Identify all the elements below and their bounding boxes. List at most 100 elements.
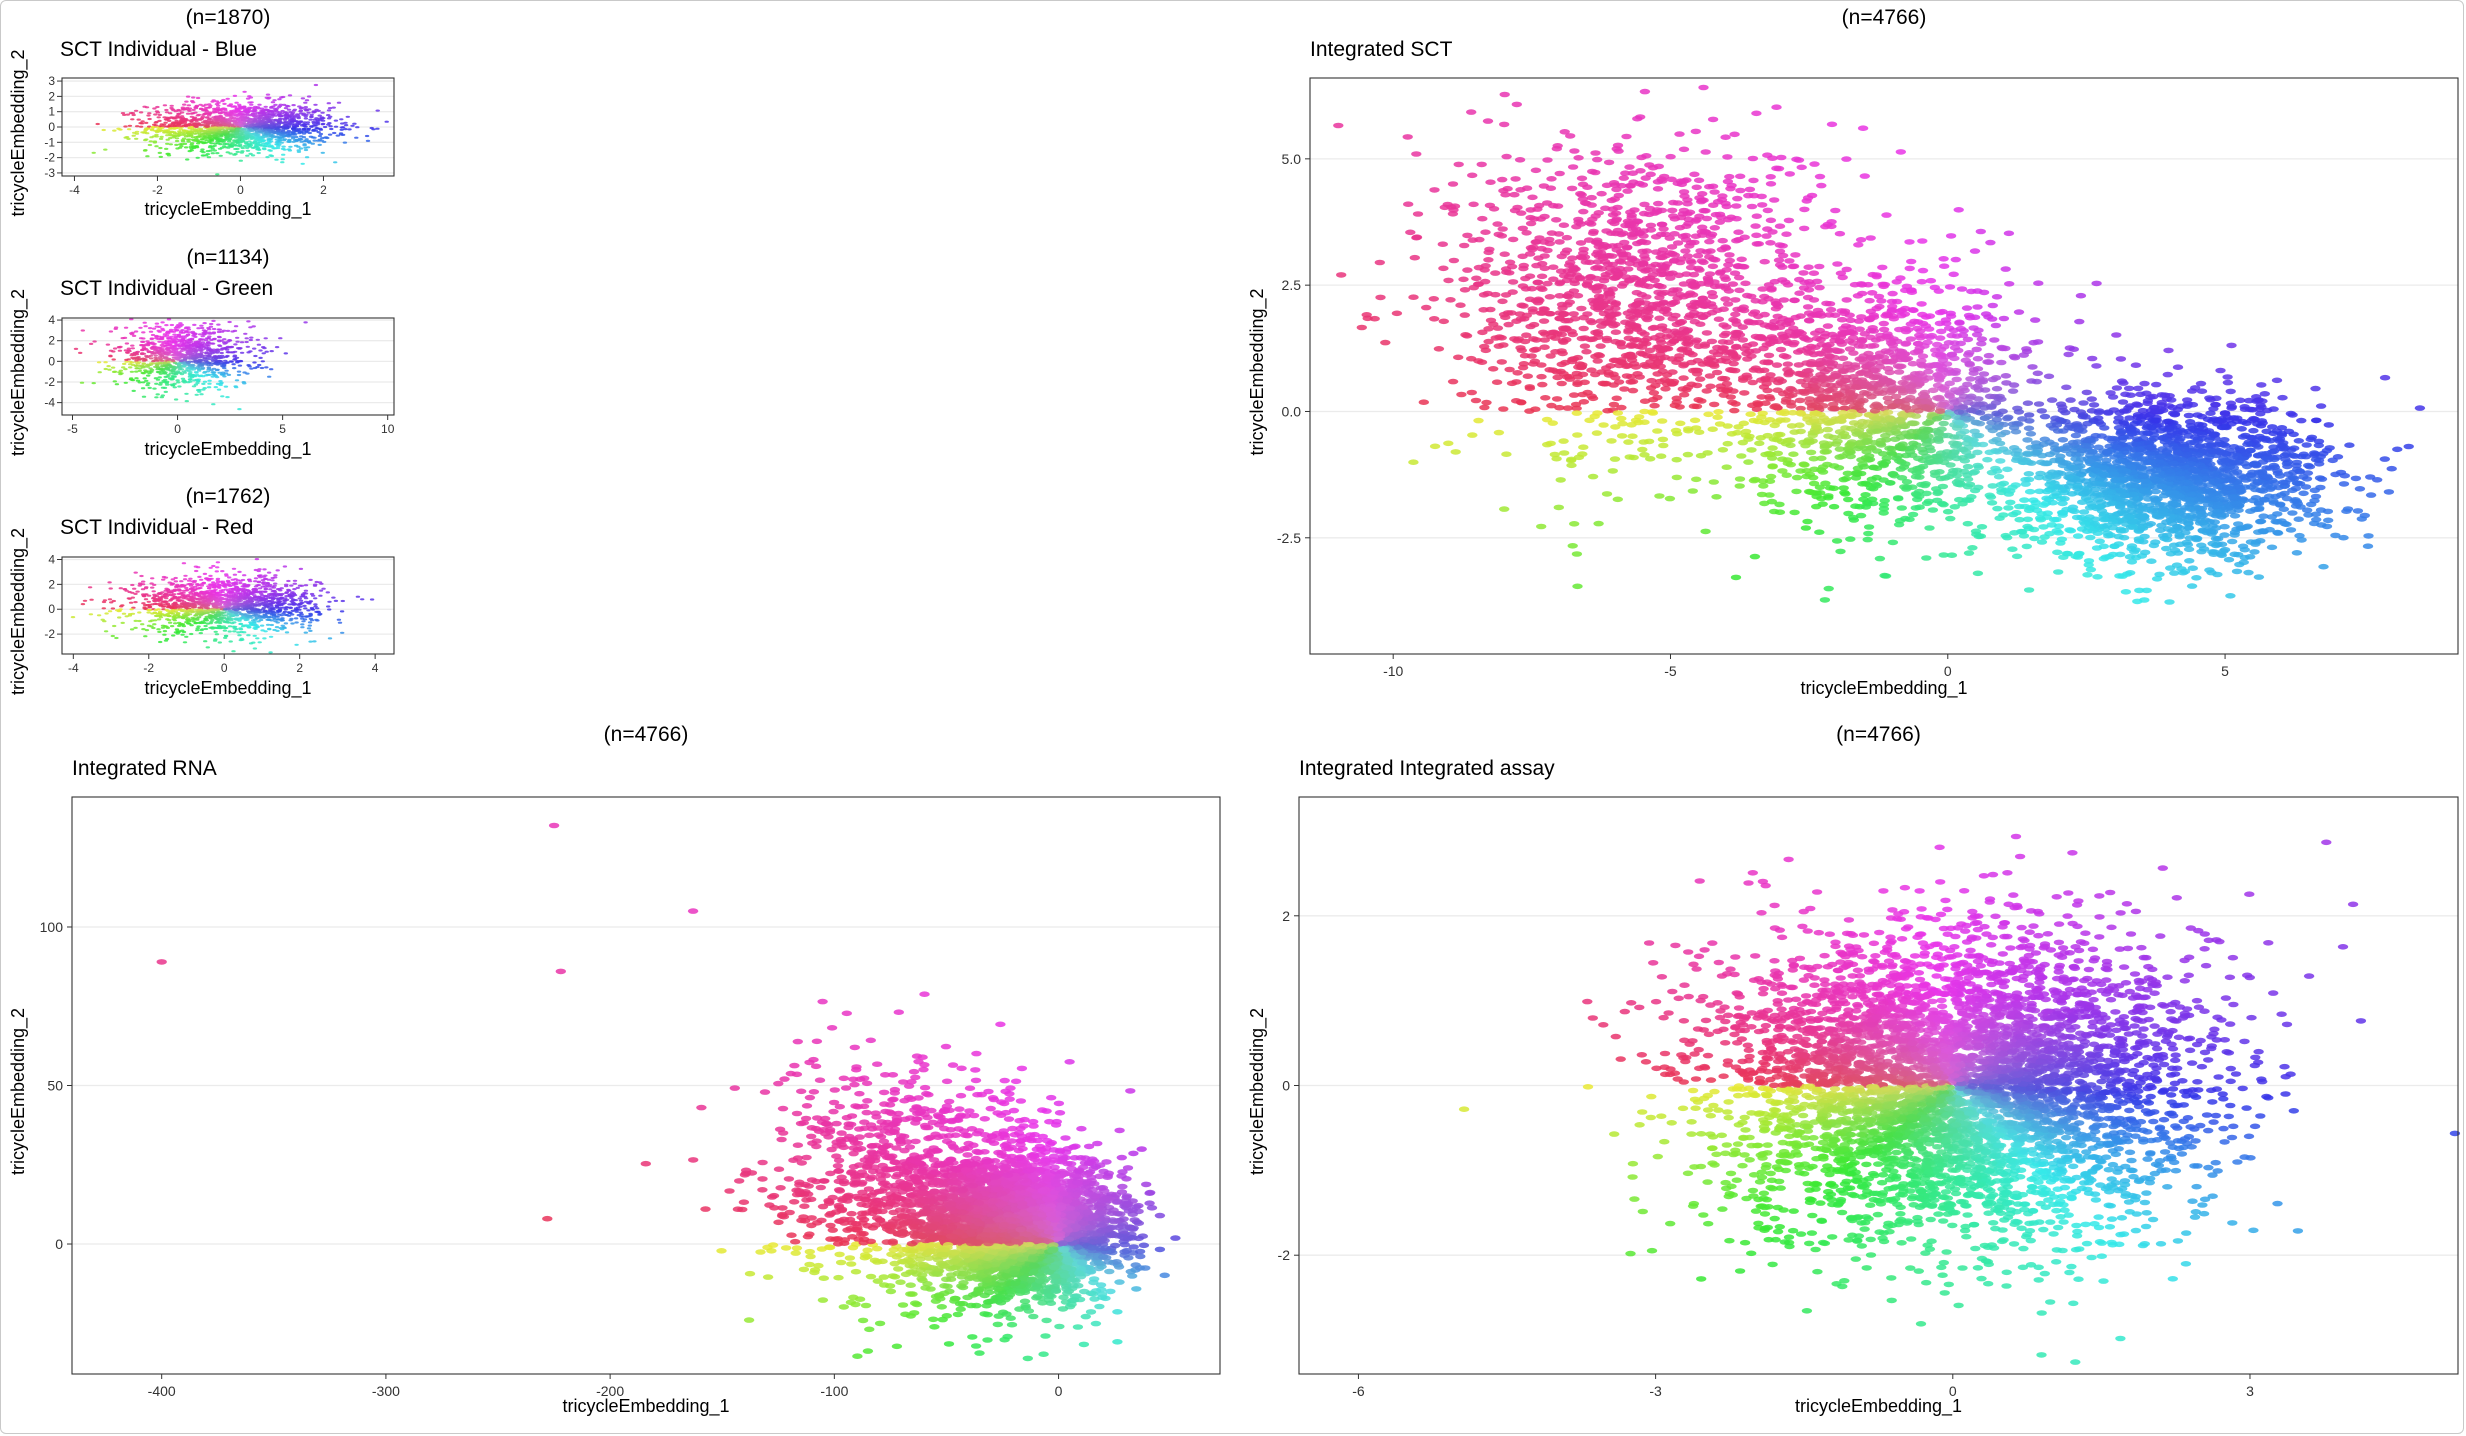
- data-point: [160, 321, 165, 324]
- data-point: [270, 101, 276, 104]
- data-point: [189, 595, 194, 599]
- data-point: [129, 378, 135, 381]
- data-point: [245, 133, 250, 136]
- data-point: [154, 382, 159, 385]
- data-point: [322, 125, 328, 129]
- data-point: [223, 109, 228, 112]
- data-point: [303, 106, 308, 109]
- data-point: [219, 135, 224, 138]
- data-point: [343, 124, 349, 127]
- data-point: [1816, 182, 1827, 189]
- data-point: [212, 586, 217, 589]
- data-point: [252, 119, 258, 122]
- data-point: [234, 107, 239, 110]
- data-point: [217, 344, 223, 348]
- data-point: [248, 144, 254, 147]
- data-point: [152, 107, 157, 110]
- data-point: [183, 574, 188, 577]
- data-point: [174, 137, 180, 140]
- data-point: [197, 598, 202, 601]
- data-point: [223, 372, 229, 375]
- data-point: [183, 146, 189, 149]
- data-point: [152, 583, 157, 587]
- count-label: (n=1134): [186, 246, 269, 269]
- data-point: [282, 602, 287, 605]
- data-point: [128, 366, 133, 369]
- data-point: [299, 615, 304, 618]
- data-point: [256, 151, 261, 155]
- data-point: [137, 381, 142, 384]
- data-point: [122, 362, 127, 365]
- data-point: [303, 584, 309, 587]
- data-point: [272, 628, 277, 632]
- data-point: [164, 324, 169, 327]
- data-point: [151, 626, 156, 630]
- y-tick-label: -2: [44, 627, 55, 641]
- data-point: [239, 128, 244, 131]
- data-point: [96, 614, 102, 617]
- data-point: [199, 578, 204, 581]
- data-point: [202, 572, 208, 576]
- data-point: [167, 119, 172, 122]
- data-point: [263, 105, 268, 108]
- data-point: [156, 628, 161, 631]
- data-point: [209, 584, 215, 587]
- data-point: [207, 332, 213, 335]
- data-point: [277, 121, 282, 124]
- data-point: [196, 566, 201, 569]
- data-point: [205, 120, 210, 123]
- data-point: [193, 125, 198, 128]
- data-point: [195, 381, 200, 385]
- data-point: [188, 378, 193, 381]
- data-point: [125, 113, 130, 116]
- data-point: [318, 127, 323, 130]
- data-point: [261, 112, 266, 115]
- data-point: [239, 637, 244, 640]
- data-point: [182, 142, 188, 145]
- data-point: [262, 568, 267, 571]
- data-point: [178, 608, 183, 611]
- data-point: [210, 602, 215, 605]
- data-point: [155, 370, 161, 374]
- points: [1333, 84, 2426, 605]
- panel-border: [61, 317, 395, 416]
- data-point: [216, 610, 221, 613]
- data-point: [240, 605, 245, 609]
- data-point: [326, 102, 331, 105]
- data-point: [182, 121, 187, 124]
- data-point: [108, 330, 114, 333]
- data-point: [274, 158, 279, 161]
- data-point: [244, 596, 249, 599]
- data-point: [157, 346, 162, 349]
- data-point: [253, 611, 259, 614]
- data-point: [131, 134, 136, 137]
- data-point: [158, 616, 164, 619]
- data-point: [82, 599, 88, 602]
- data-point: [156, 351, 162, 354]
- data-point: [161, 578, 166, 581]
- data-point: [302, 604, 307, 608]
- data-point: [130, 344, 135, 347]
- data-point: [174, 143, 179, 146]
- data-point: [176, 347, 182, 350]
- data-point: [263, 614, 268, 617]
- data-point: [208, 566, 213, 569]
- points: [70, 558, 375, 654]
- data-point: [225, 124, 230, 127]
- data-point: [110, 634, 116, 638]
- data-point: [182, 578, 188, 581]
- data-point: [270, 576, 275, 580]
- data-point: [154, 325, 160, 328]
- data-point: [112, 370, 118, 373]
- count-label: (n=4766): [1842, 6, 1927, 29]
- data-point: [252, 607, 257, 610]
- data-point: [225, 621, 231, 624]
- data-point: [102, 620, 107, 623]
- data-point: [140, 120, 145, 123]
- data-point: [138, 122, 143, 125]
- data-point: [225, 617, 230, 621]
- data-point: [91, 151, 96, 154]
- data-point: [144, 106, 150, 109]
- data-point: [183, 615, 188, 618]
- data-point: [146, 114, 151, 117]
